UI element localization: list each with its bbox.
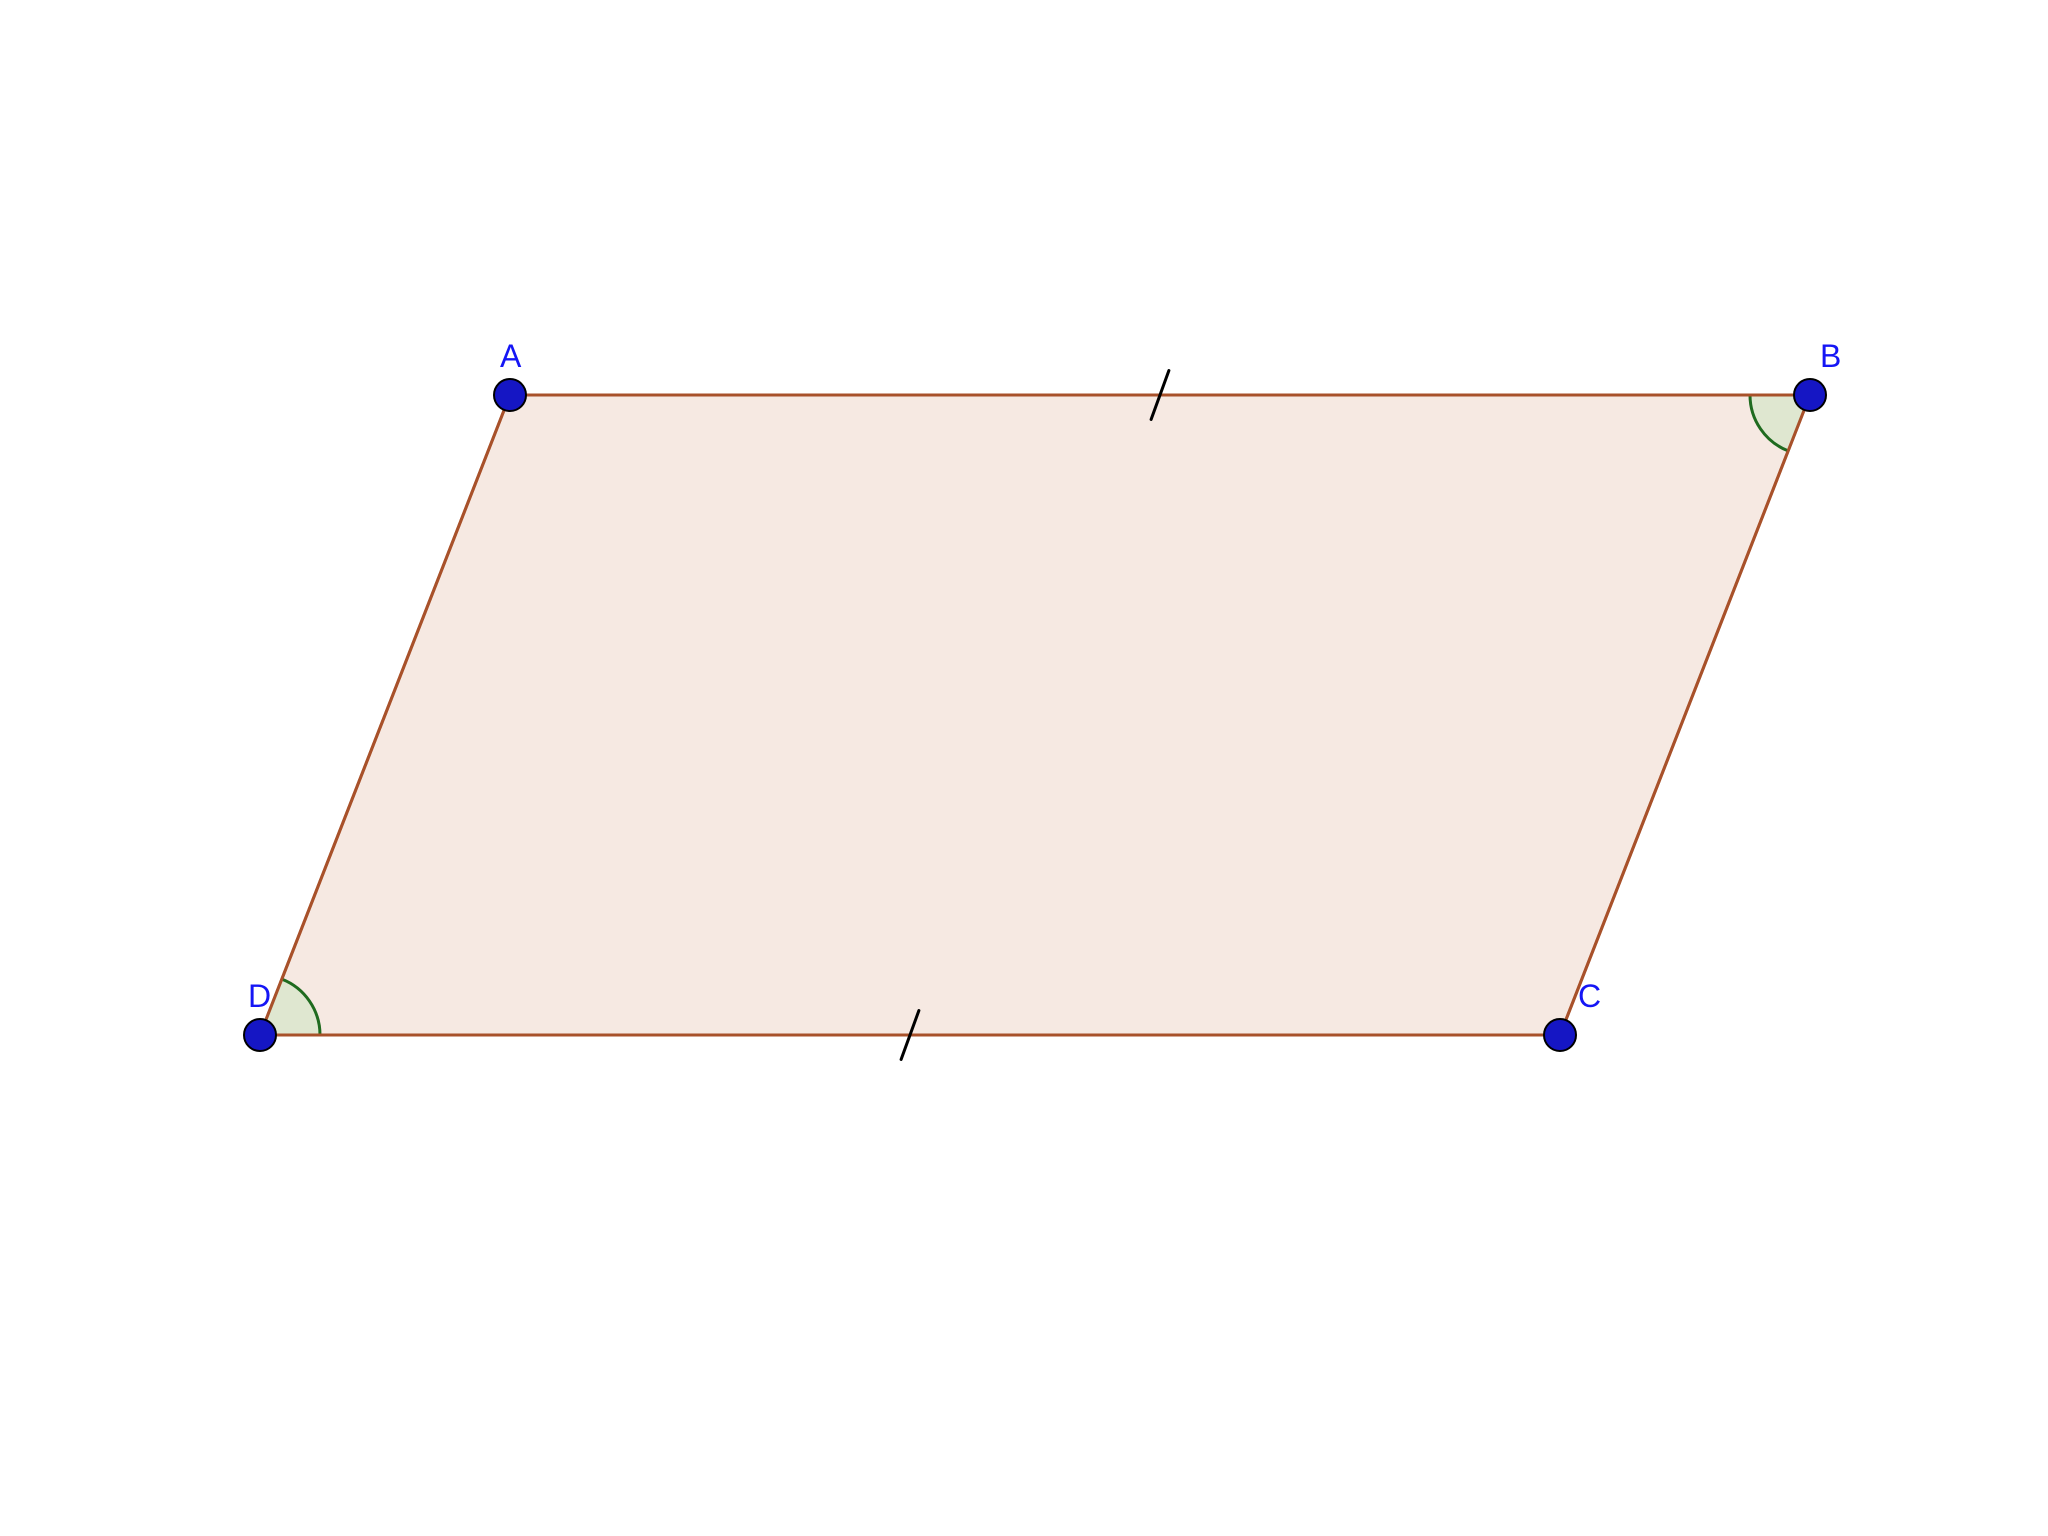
vertex-point-d <box>244 1019 276 1051</box>
parallelogram-shape <box>260 395 1810 1035</box>
vertex-point-c <box>1544 1019 1576 1051</box>
vertex-label-b: B <box>1820 338 1841 374</box>
vertex-point-a <box>494 379 526 411</box>
vertex-label-c: C <box>1578 978 1601 1014</box>
vertex-label-d: D <box>248 978 271 1014</box>
vertex-point-b <box>1794 379 1826 411</box>
vertex-label-a: A <box>500 338 522 374</box>
parallelogram-diagram: A B C D <box>0 0 2048 1536</box>
